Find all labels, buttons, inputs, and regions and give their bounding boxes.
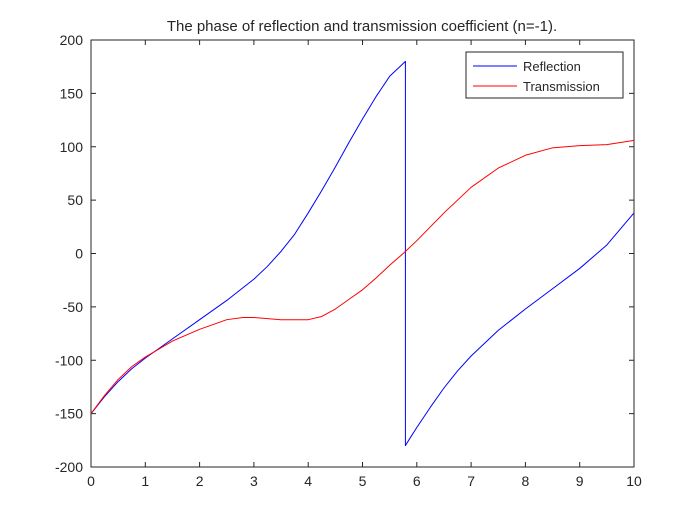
x-tick-label: 3 (250, 473, 258, 489)
x-tick-label: 10 (626, 473, 642, 489)
y-tick-label: -50 (63, 299, 83, 315)
y-tick-label: 200 (60, 32, 84, 48)
series-line-transmission (90, 139, 635, 414)
legend-label-reflection: Reflection (523, 59, 581, 74)
series-layer (90, 60, 635, 447)
series-line-reflection (90, 60, 635, 447)
x-tick-label: 5 (359, 473, 367, 489)
x-tick-label: 6 (413, 473, 421, 489)
x-tick-label: 9 (576, 473, 584, 489)
y-tick-label: 100 (60, 139, 84, 155)
y-tick-label: 0 (75, 246, 83, 262)
plot-area (90, 39, 635, 468)
legend: Reflection Transmission (465, 51, 624, 99)
legend-box (465, 51, 624, 99)
x-tick-label: 4 (304, 473, 312, 489)
x-axis: 0 1 2 3 4 5 6 7 8 9 10 (87, 40, 642, 489)
y-axis: -200 -150 -100 -50 0 50 100 150 200 (55, 32, 634, 475)
y-tick-label: 150 (60, 85, 84, 101)
x-tick-label: 2 (196, 473, 204, 489)
legend-label-transmission: Transmission (523, 79, 600, 94)
y-tick-label: 50 (67, 192, 83, 208)
x-tick-label: 7 (467, 473, 475, 489)
chart-title: The phase of reflection and transmission… (167, 18, 557, 35)
y-tick-label: -100 (55, 352, 83, 368)
x-tick-label: 8 (522, 473, 530, 489)
y-tick-label: -200 (55, 459, 83, 475)
x-tick-label: 0 (87, 473, 95, 489)
y-tick-label: -150 (55, 406, 83, 422)
x-tick-label: 1 (141, 473, 149, 489)
